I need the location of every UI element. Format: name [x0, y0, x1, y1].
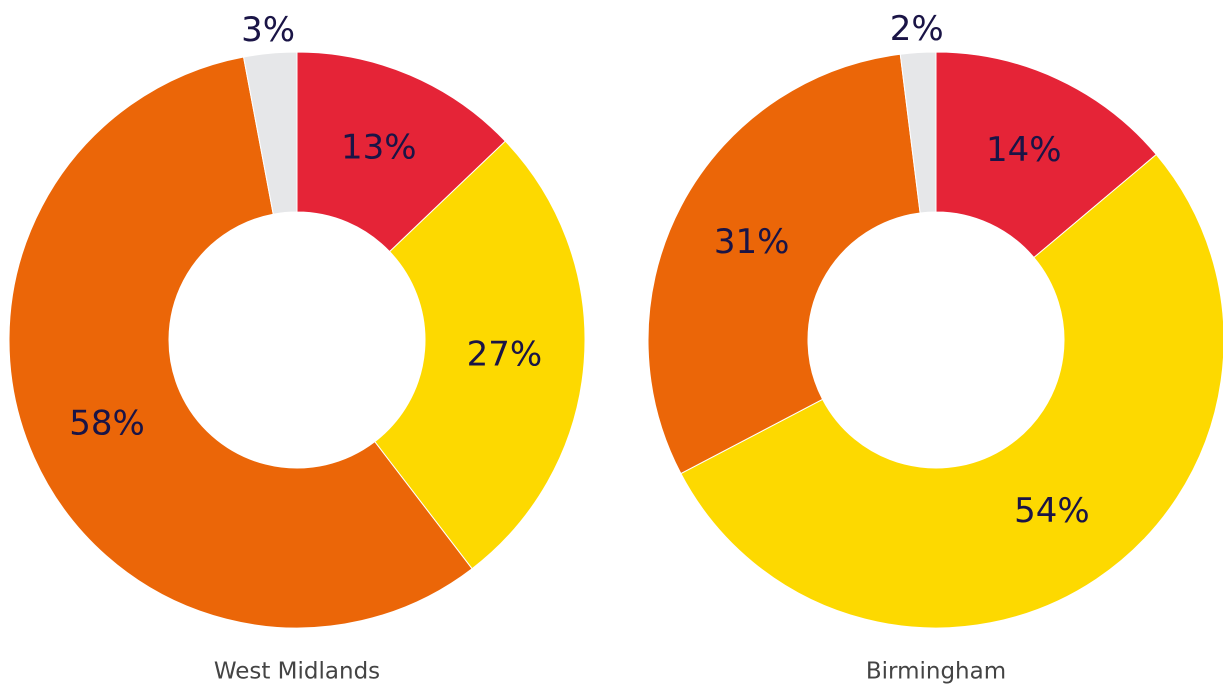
donut-slice	[935, 51, 1158, 259]
slice-label: 27%	[467, 335, 543, 375]
chart-caption: West Midlands	[214, 659, 380, 685]
donut-slice	[296, 51, 507, 253]
slice-label: 3%	[241, 10, 295, 50]
slice-label: 31%	[714, 222, 790, 262]
donut-slice	[8, 56, 473, 629]
donut-slice	[680, 153, 1223, 629]
donut-slice	[899, 51, 937, 214]
slice-label: 54%	[1014, 491, 1090, 531]
donut-slice	[647, 53, 921, 475]
slice-label: 58%	[69, 403, 145, 443]
slice-label: 2%	[890, 9, 944, 49]
donut-slice	[374, 140, 586, 570]
donut-slice	[242, 51, 298, 215]
chart-caption: Birmingham	[866, 659, 1006, 685]
slice-label: 14%	[986, 130, 1062, 170]
slice-label: 13%	[341, 127, 417, 167]
